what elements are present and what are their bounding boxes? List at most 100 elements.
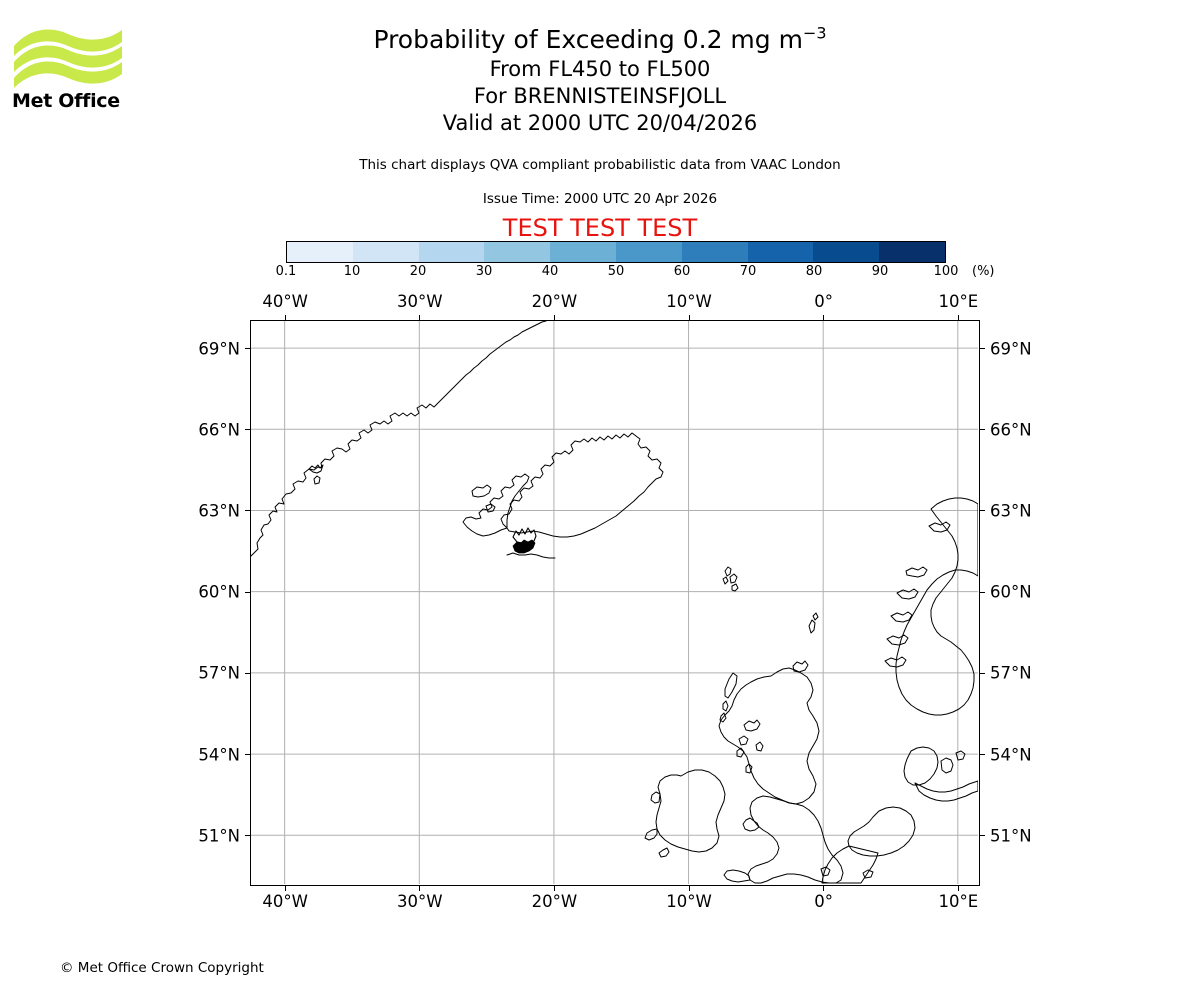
lat-tickmark-left-63°N [245,510,250,512]
lon-label-bottom-0°: 0° [814,892,834,911]
shetland-mainland [808,619,816,634]
iceland-coastline [500,432,664,538]
channel-islet [820,866,831,877]
lat-label-left-63°N: 63°N [198,501,240,521]
lat-label-left-54°N: 54°N [198,745,240,765]
lat-label-right-51°N: 51°N [990,826,1032,846]
greenland-island [313,475,321,485]
colorbar-tick-40: 40 [541,264,559,279]
lon-tickmark-top-10°E [957,315,959,320]
islay-jura [736,747,745,758]
lat-label-right-57°N: 57°N [990,663,1032,683]
copyright-notice: © Met Office Crown Copyright [60,960,264,976]
page-title-exponent: −3 [802,23,827,43]
colorbar-tick-0.1: 0.1 [275,264,297,279]
page-title: Probability of Exceeding 0.2 mg m−3 [0,24,1200,56]
colorbar-segment-9 [879,242,945,262]
valid-time-line: Valid at 2000 UTC 20/04/2026 [442,111,758,135]
netherlands-belgium-coastline [847,806,916,857]
lon-label-bottom-10°E: 10°E [938,892,979,911]
lon-tickmark-bottom-10°E [957,886,959,891]
lat-tickmark-right-54°N [980,754,985,756]
outer-hebrides-uist [722,700,729,712]
lon-label-top-10°E: 10°E [938,292,979,311]
lat-label-right-63°N: 63°N [990,501,1032,521]
lon-label-top-40°W: 40°W [262,292,308,311]
colorbar-tick-80: 80 [805,264,823,279]
lat-tickmark-right-69°N [980,348,985,350]
isle-of-man [745,763,753,774]
norway-north-fjord [928,521,951,533]
colorbar-segment-4 [550,242,616,262]
issue-time-line: Issue Time: 2000 UTC 20 Apr 2026 [482,191,718,207]
lat-tickmark-left-69°N [245,348,250,350]
outer-hebrides-lewis [724,672,738,699]
lat-tickmark-right-63°N [980,510,985,512]
iceland-nw-islet [485,503,496,513]
page-title-text: Probability of Exceeding 0.2 mg m [373,25,803,54]
coastlines [251,321,978,884]
lat-label-right-69°N: 69°N [990,339,1032,359]
outer-hebrides-barra [719,712,727,723]
norway-fjord-2 [896,588,919,600]
met-office-logo-text: Met Office [12,90,120,112]
lon-label-top-0°: 0° [814,292,834,311]
iceland-westfjords [462,473,530,537]
volcano-name-line: For BRENNISTEINSFJOLL [473,84,727,108]
lat-label-left-66°N: 66°N [198,420,240,440]
faroe-island-north [724,566,732,577]
norway-fjord-3 [890,611,913,623]
lat-tickmark-left-60°N [245,591,250,593]
lat-label-left-69°N: 69°N [198,339,240,359]
map-gridlines [251,321,978,884]
england-wales-coastline [747,795,844,884]
ireland-southwest [644,828,658,841]
denmark-zealand [940,757,954,774]
colorbar-tick-90: 90 [871,264,889,279]
wales-coast [742,817,760,832]
lat-label-right-66°N: 66°N [990,420,1032,440]
lon-tickmark-bottom-10°W [688,886,690,891]
lon-label-bottom-30°W: 30°W [397,892,443,911]
map-canvas [251,321,978,884]
norway-coastline [895,497,978,716]
lat-label-right-54°N: 54°N [990,745,1032,765]
lon-tickmark-top-0° [823,315,825,320]
denmark-island [955,750,966,761]
colorbar-tick-60: 60 [673,264,691,279]
greenland-coastline [251,321,547,557]
colorbar-tick-10: 10 [343,264,361,279]
ireland-west-bay [650,791,661,804]
test-banner: TEST TEST TEST [502,214,698,242]
lat-tickmark-right-51°N [980,835,985,837]
met-office-wave-mark [14,29,122,88]
lat-label-left-51°N: 51°N [198,826,240,846]
lon-label-top-20°W: 20°W [531,292,578,311]
qva-compliance-note: This chart displays QVA compliant probab… [359,157,841,173]
colorbar-tick-20: 20 [409,264,427,279]
lat-tickmark-left-51°N [245,835,250,837]
lat-label-left-60°N: 60°N [198,582,240,602]
iceland-south-coast [506,552,556,559]
faroe-island-mid [729,573,738,584]
reykjanes-peninsula [512,527,537,544]
colorbar-tick-100: 100 [933,264,959,279]
lon-label-top-30°W: 30°W [397,292,443,311]
lon-label-top-10°W: 10°W [666,292,712,311]
greenland-fjord-detail [308,464,324,474]
north-france-coastline [821,845,879,884]
lon-tickmark-bottom-40°W [284,886,286,891]
iceland-nw-detail [471,484,492,498]
norway-fjord-4 [886,634,909,646]
lon-tickmark-top-20°W [553,315,555,320]
flight-level-line: From FL450 to FL500 [489,57,711,81]
colorbar-segment-6 [681,242,748,262]
norway-fjord-5 [884,656,907,668]
map-plot-area[interactable] [250,320,980,886]
lat-tickmark-left-54°N [245,754,250,756]
met-office-logo: Met Office [12,22,124,114]
germany-north-coast [914,780,978,802]
colorbar-unit-label: (%) [972,264,995,279]
lat-tickmark-left-66°N [245,429,250,431]
lat-tickmark-right-66°N [980,429,985,431]
